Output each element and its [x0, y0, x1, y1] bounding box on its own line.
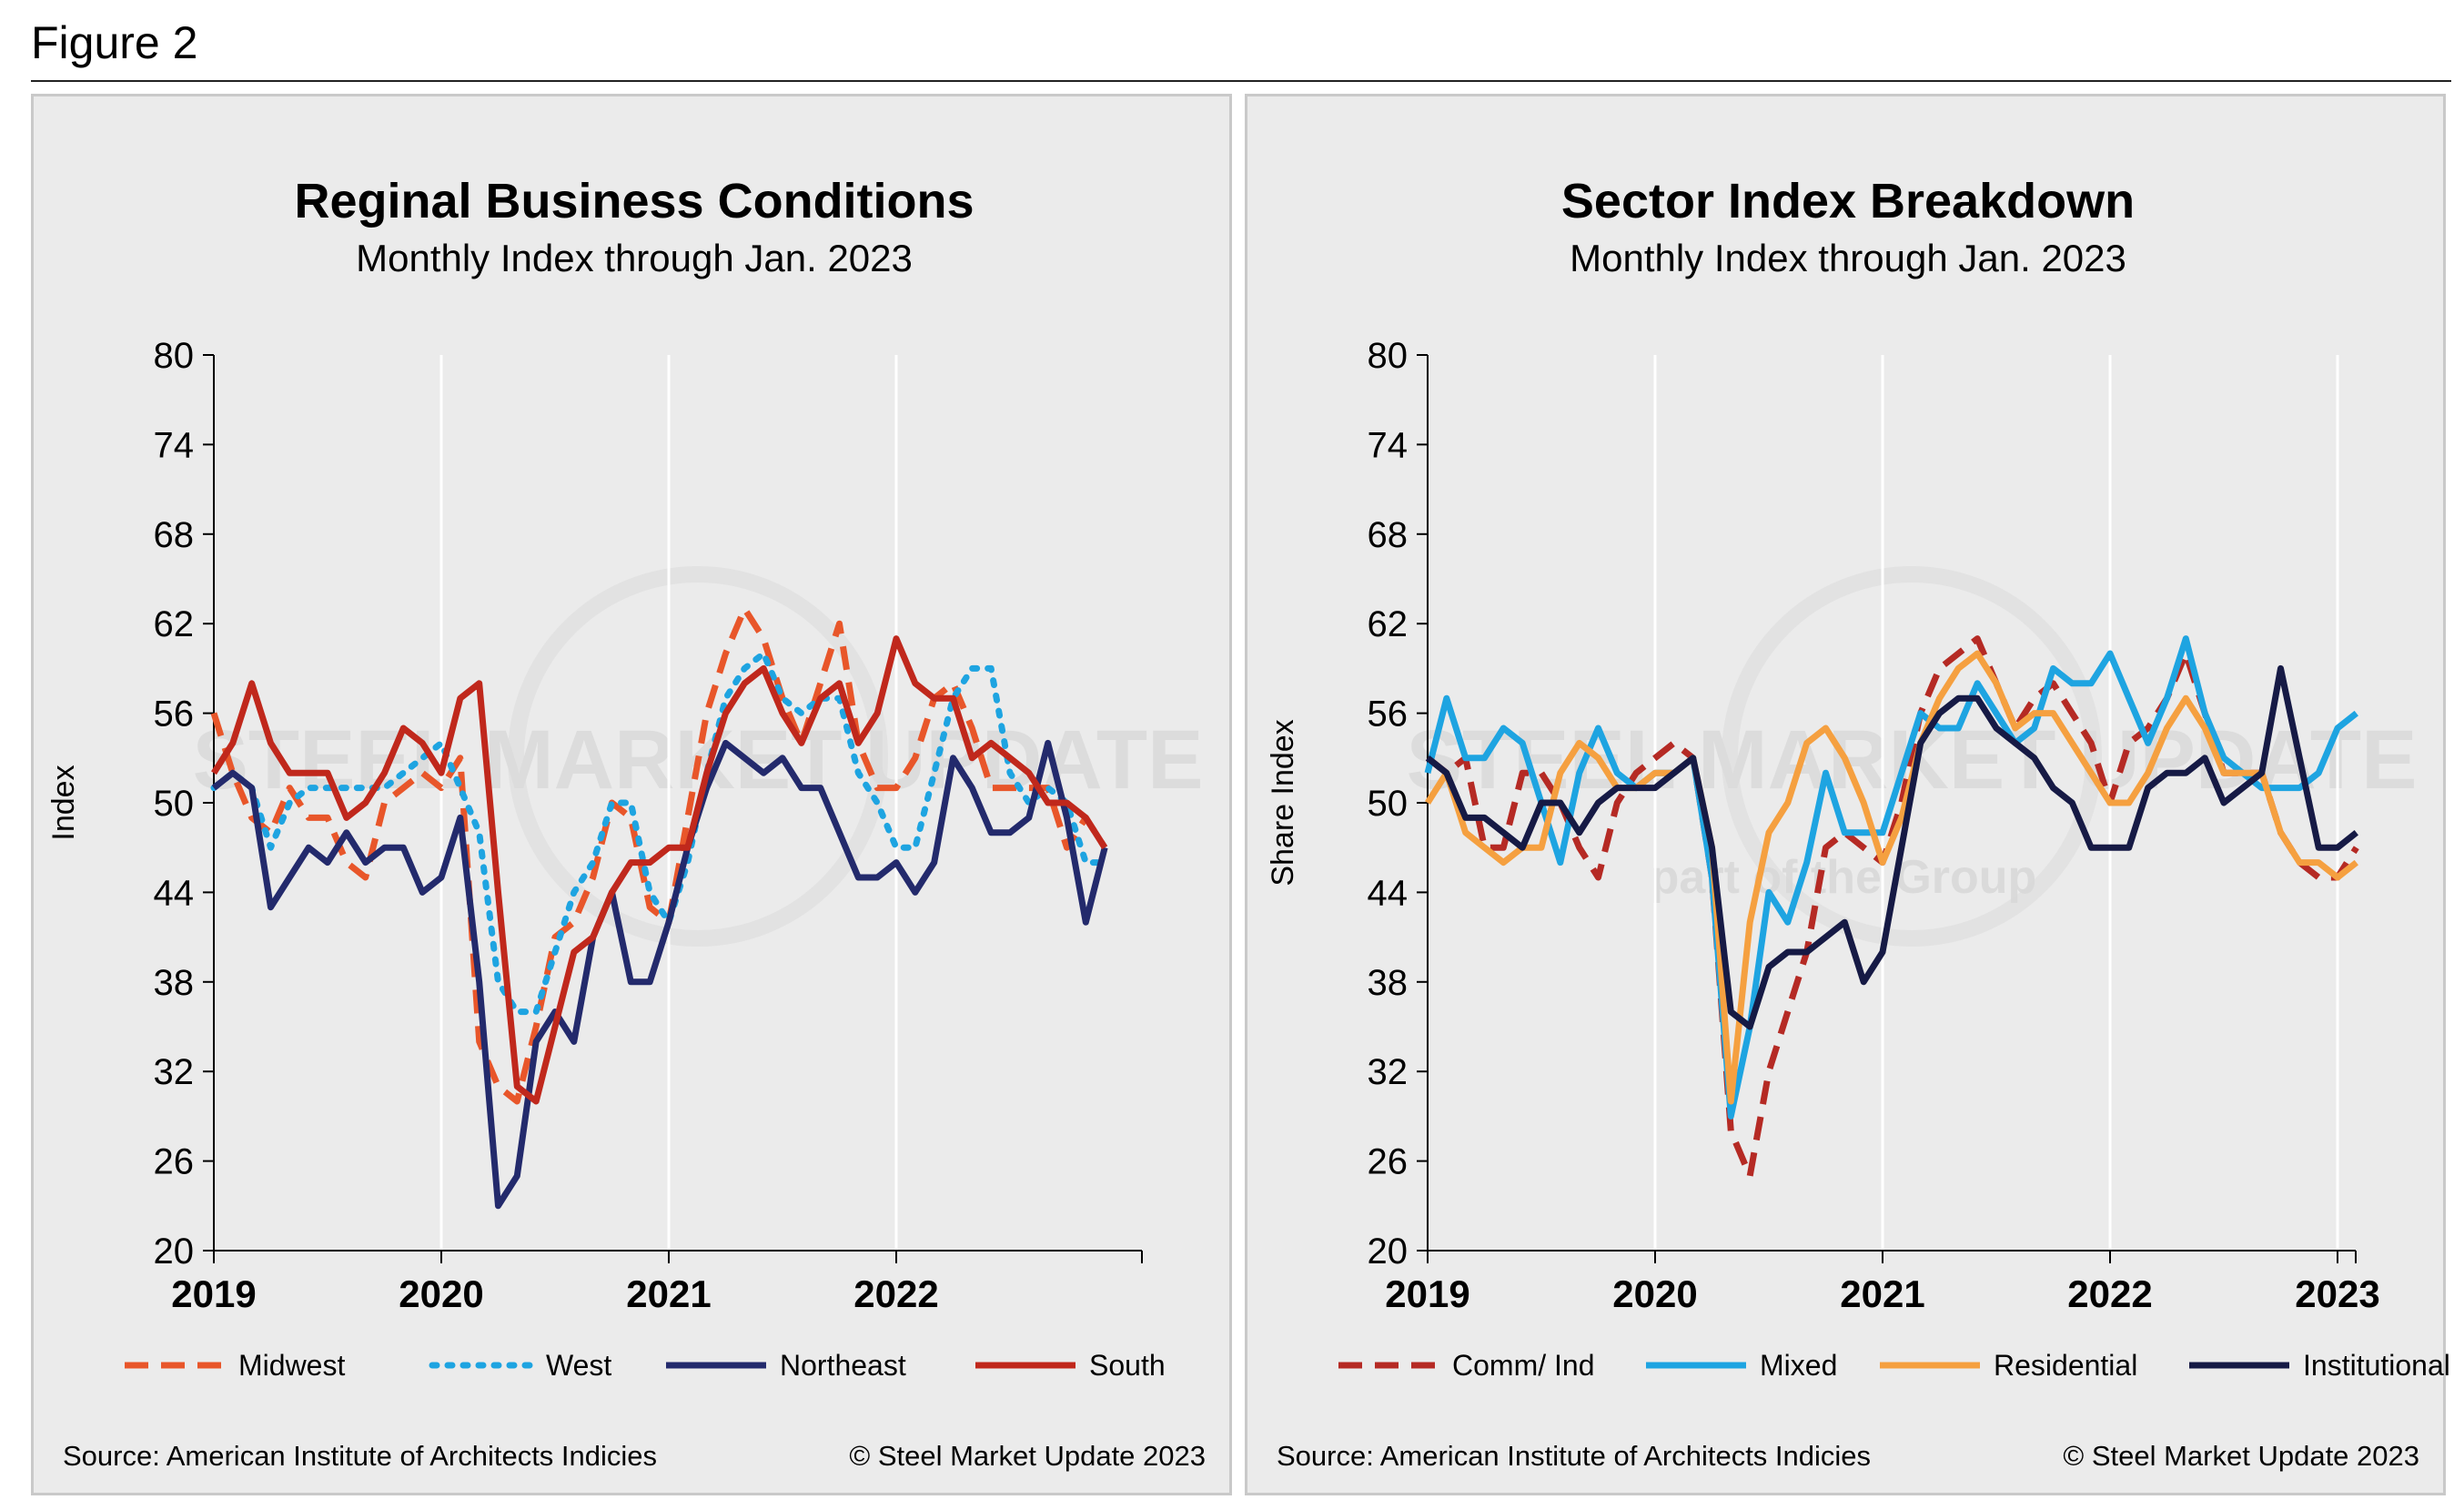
y-tick-label-50: 50: [154, 784, 195, 824]
regional-chart-panel: Reginal Business Conditions Monthly Index…: [31, 94, 1232, 1495]
legend-label-midwest: Midwest: [238, 1349, 345, 1382]
legend-label-south: South: [1089, 1349, 1166, 1382]
source-note: Source: American Institute of Architects…: [1277, 1440, 1871, 1472]
x-tick-label-2020: 2020: [1612, 1272, 1697, 1315]
y-tick-label-38: 38: [154, 963, 195, 1003]
copyright-note: © Steel Market Update 2023: [2063, 1440, 2419, 1472]
copyright-note: © Steel Market Update 2023: [849, 1440, 1206, 1472]
y-tick-label-38: 38: [1368, 963, 1409, 1003]
y-tick-label-74: 74: [1368, 425, 1409, 465]
y-tick-label-20: 20: [1368, 1231, 1409, 1272]
sector-chart-panel: Sector Index Breakdown Monthly Index thro…: [1245, 94, 2449, 1495]
x-tick-label-2022: 2022: [2067, 1272, 2152, 1315]
series-line-institutional: [1425, 664, 2358, 1030]
x-tick-label-2021: 2021: [626, 1272, 711, 1315]
legend-label-mixed: Mixed: [1760, 1349, 1837, 1382]
source-note: Source: American Institute of Architects…: [63, 1440, 657, 1472]
y-axis-label: Share Index: [1266, 719, 1300, 886]
figure-divider: [31, 80, 2451, 82]
watermark-logo: [508, 566, 888, 947]
y-tick-label-56: 56: [154, 694, 195, 735]
x-tick-label-2019: 2019: [1385, 1272, 1469, 1315]
y-tick-label-80: 80: [154, 336, 195, 376]
y-tick-label-32: 32: [154, 1052, 195, 1092]
y-tick-label-44: 44: [154, 873, 195, 913]
legend-label-comm-ind: Comm/ Ind: [1452, 1349, 1594, 1382]
x-tick-label-2019: 2019: [171, 1272, 256, 1315]
chart-subtitle: Monthly Index through Jan. 2023: [1570, 237, 2126, 279]
y-tick-label-50: 50: [1368, 784, 1409, 824]
series-line-mixed: [1424, 635, 2358, 1120]
y-tick-label-68: 68: [1368, 515, 1409, 555]
y-tick-label-32: 32: [1368, 1052, 1409, 1092]
series-line-northeast: [211, 739, 1108, 1210]
y-tick-label-44: 44: [1368, 873, 1409, 913]
x-tick-label-2020: 2020: [399, 1272, 483, 1315]
y-tick-label-26: 26: [1368, 1142, 1409, 1182]
y-tick-label-68: 68: [154, 515, 195, 555]
legend-label-institutional: Institutional: [2303, 1349, 2449, 1382]
figure-label: Figure 2: [31, 17, 198, 68]
y-tick-label-80: 80: [1368, 336, 1409, 376]
watermark-logo: [1722, 566, 2102, 947]
y-tick-label-26: 26: [154, 1142, 195, 1182]
series-line-south: [211, 635, 1108, 1105]
series-line-residential: [1425, 650, 2358, 1105]
x-tick-label-2021: 2021: [1840, 1272, 1924, 1315]
regional-chart: Reginal Business Conditions Monthly Index…: [46, 174, 1206, 1472]
y-axis-label: Index: [46, 765, 81, 840]
legend-label-residential: Residential: [1994, 1349, 2137, 1382]
y-tick-label-56: 56: [1368, 694, 1409, 735]
legend-label-northeast: Northeast: [780, 1349, 906, 1382]
y-tick-label-62: 62: [154, 604, 195, 644]
x-tick-label-2022: 2022: [853, 1272, 938, 1315]
y-tick-label-62: 62: [1368, 604, 1409, 644]
y-tick-label-74: 74: [154, 425, 195, 465]
legend-label-west: West: [546, 1349, 611, 1382]
chart-title: Sector Index Breakdown: [1561, 174, 2135, 228]
chart-title: Reginal Business Conditions: [294, 174, 974, 228]
series-line-west: [210, 650, 1108, 1016]
x-tick-label-2023: 2023: [2295, 1272, 2379, 1315]
y-tick-label-20: 20: [154, 1231, 195, 1272]
chart-subtitle: Monthly Index through Jan. 2023: [356, 237, 913, 279]
sector-chart: Sector Index Breakdown Monthly Index thro…: [1266, 174, 2449, 1472]
